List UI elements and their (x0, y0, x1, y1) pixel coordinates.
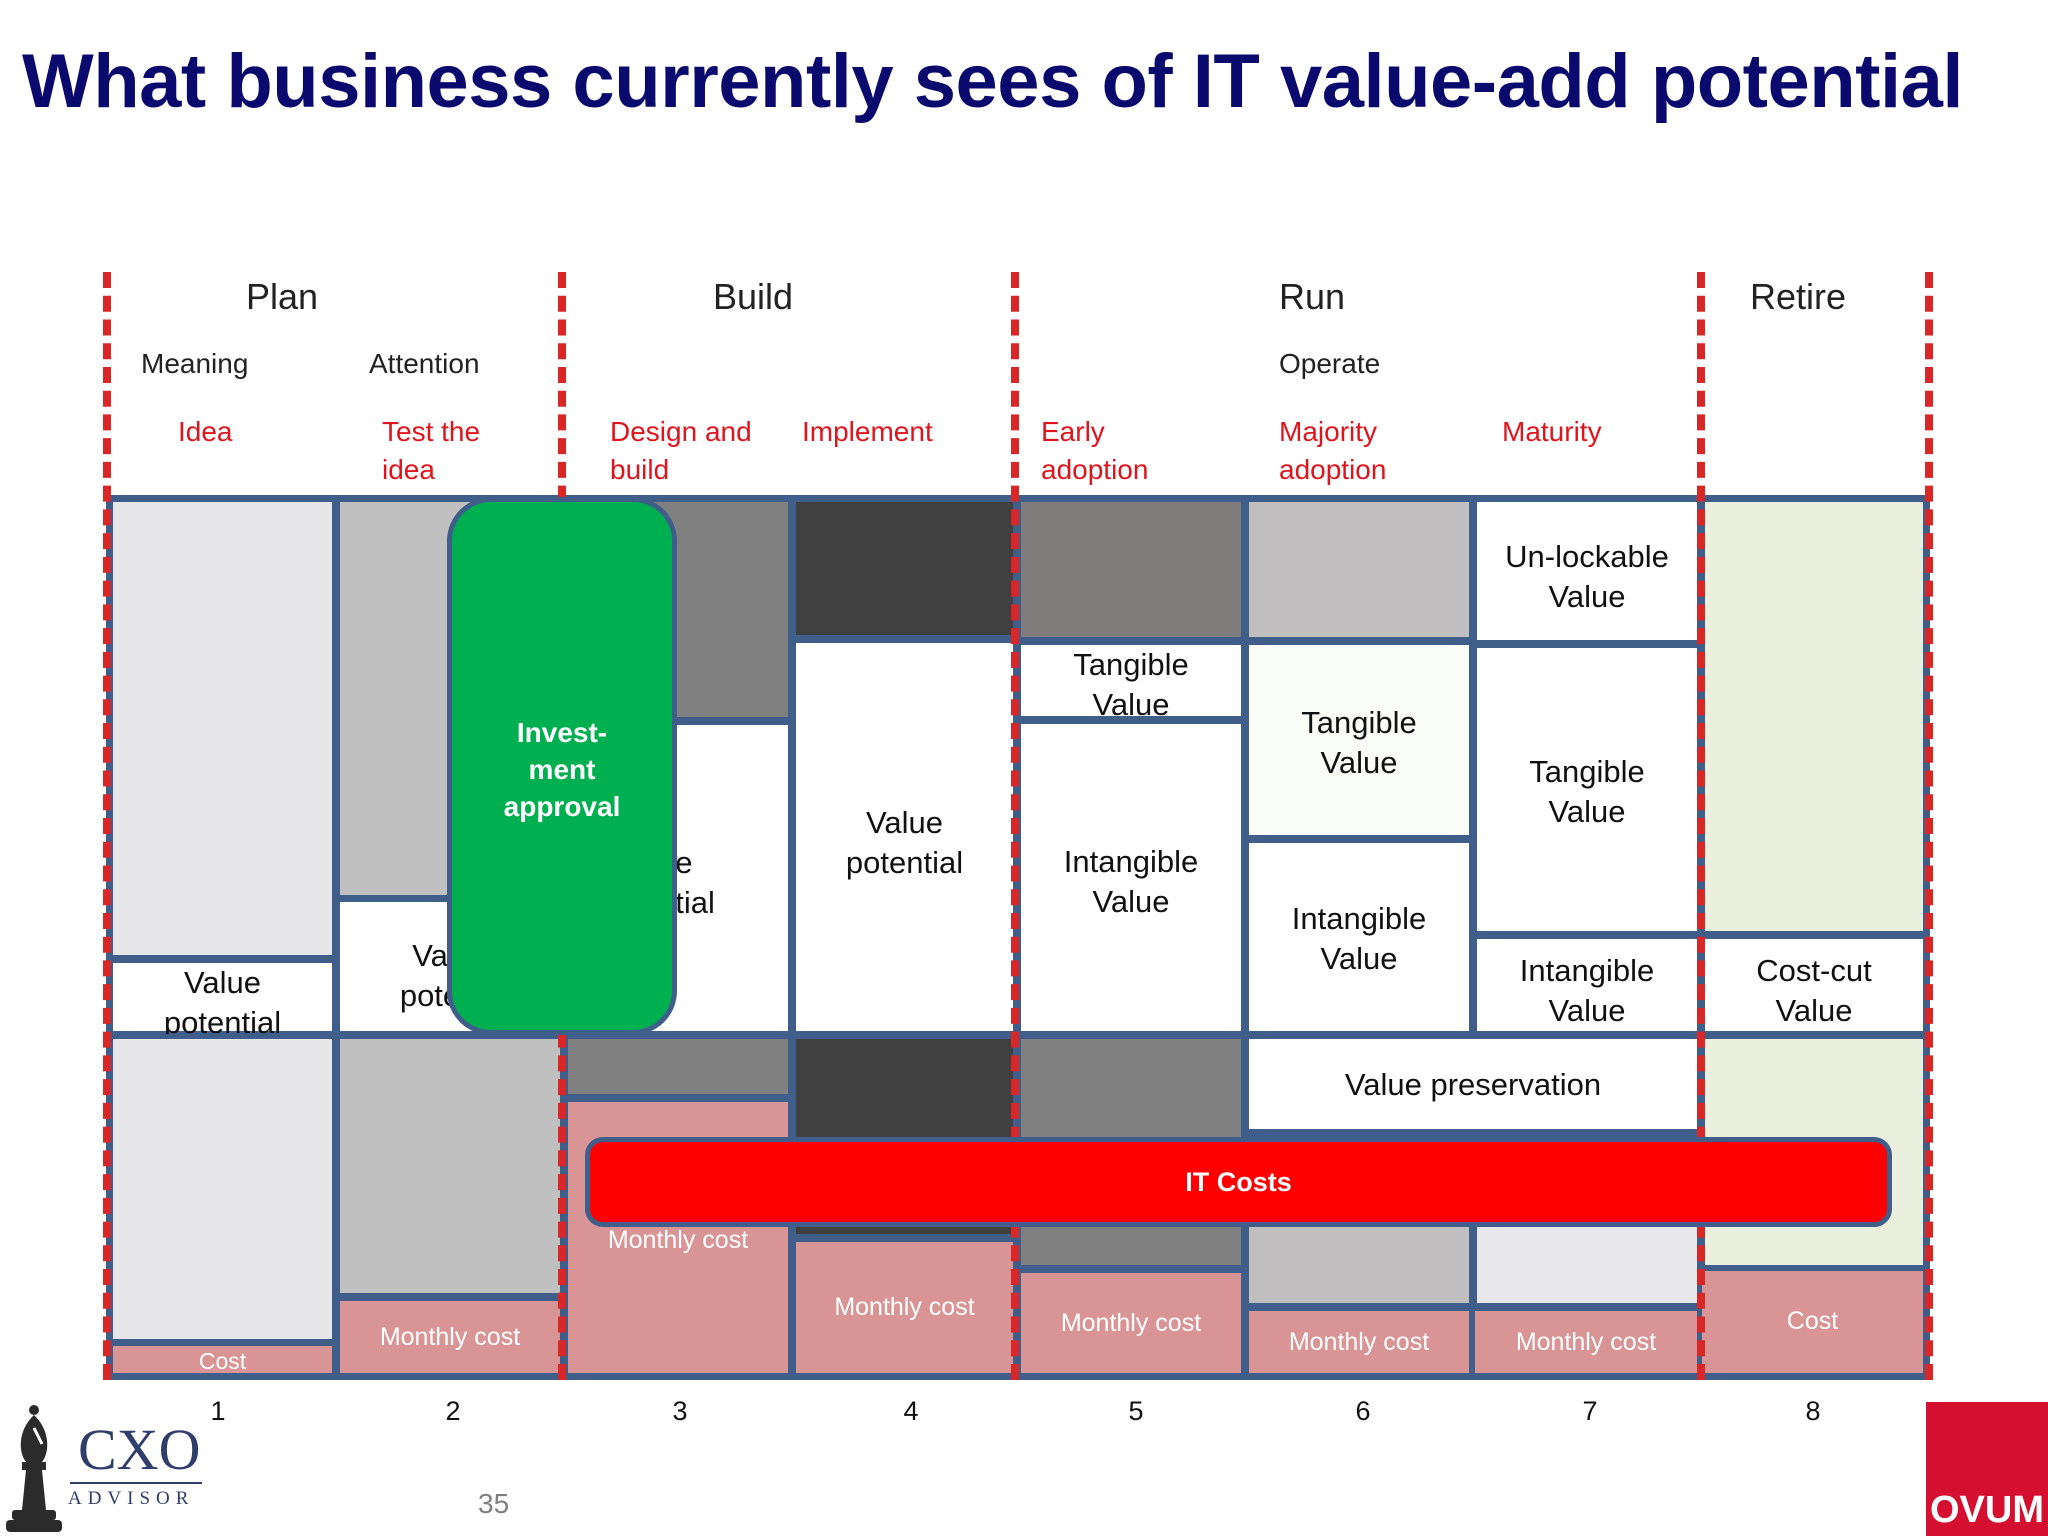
column-number: 4 (903, 1396, 919, 1426)
phase-run: Run (1279, 276, 1346, 317)
column-number: 5 (1128, 1396, 1144, 1426)
col8-cost: Cost (1697, 1266, 1928, 1378)
col5-intangible-value: Intangible Value (1016, 719, 1246, 1036)
stage-early-adoption: Early adoption (1041, 416, 1149, 485)
divider-plan-start (103, 272, 111, 1380)
col5-monthly-cost: Monthly cost (1016, 1268, 1246, 1378)
col7-intangible-value: Intangible Value (1472, 934, 1702, 1036)
it-costs-bar: IT Costs (585, 1137, 1892, 1227)
col1-cost: Cost (108, 1341, 337, 1378)
stage-design-and-build: Design and build (610, 416, 752, 485)
col1-upper-grey (108, 497, 337, 960)
col7-unlockable-value: Un-lockable Value (1472, 497, 1702, 645)
col3-lower-grey (563, 1034, 793, 1099)
ovum-logo: OVUM (1926, 1402, 2048, 1536)
investment-approval: Invest-ment approval (447, 497, 677, 1035)
phase-plan: Plan (246, 276, 319, 317)
phase-retire: Retire (1750, 276, 1847, 317)
page-title: What business currently sees of IT value… (22, 39, 1963, 124)
column-number: 2 (445, 1396, 461, 1426)
column-number: 7 (1582, 1396, 1598, 1426)
phase-build: Build (713, 276, 794, 317)
col7-monthly-cost: Monthly cost (1470, 1306, 1702, 1378)
divider-build-run (1011, 272, 1019, 1380)
col7-tangible-value: Tangible Value (1472, 643, 1702, 936)
stage-maturity: Maturity (1502, 416, 1602, 447)
col8-upper-retire (1700, 497, 1928, 936)
col5-upper-grey (1016, 497, 1246, 642)
cxo-advisor-logo: CXO ADVISOR (0, 1400, 220, 1536)
col4-monthly-cost: Monthly cost (791, 1237, 1018, 1378)
stage-idea: Idea (178, 416, 233, 447)
col2-monthly-cost: Monthly cost (335, 1296, 565, 1378)
divider-run-retire (1697, 272, 1705, 1380)
page-number: 35 (478, 1488, 510, 1519)
col6-intangible-value: Intangible Value (1244, 838, 1474, 1036)
col2-lower-grey (335, 1034, 565, 1298)
subphase-operate: Operate (1279, 348, 1381, 379)
subphase-attention: Attention (369, 348, 480, 379)
bishop-chess-icon (6, 1405, 62, 1532)
col8-cost-cut-value: Cost-cut Value (1700, 934, 1928, 1036)
column-number: 3 (672, 1396, 688, 1426)
column-number: 8 (1805, 1396, 1821, 1426)
col5-tangible-value: Tangible Value (1016, 640, 1246, 722)
col4-value-potential: Value potential (791, 638, 1018, 1036)
col6-monthly-cost: Monthly cost (1244, 1306, 1474, 1378)
stage-majority-adoption: Majority adoption (1279, 416, 1387, 485)
subphase-meaning: Meaning (141, 348, 249, 379)
col6-tangible-value: Tangible Value (1244, 640, 1474, 840)
value-preservation: Value preservation (1244, 1034, 1702, 1134)
col1-lower-grey (108, 1034, 337, 1344)
stage-implement: Implement (802, 416, 933, 447)
column-number: 6 (1355, 1396, 1371, 1426)
divider-retire-end (1925, 272, 1933, 1380)
col6-upper-grey (1244, 497, 1474, 642)
col4-upper-dark (791, 497, 1018, 640)
stage-test-the-idea: Test the idea (382, 416, 481, 485)
column-number: 1 (210, 1396, 226, 1426)
